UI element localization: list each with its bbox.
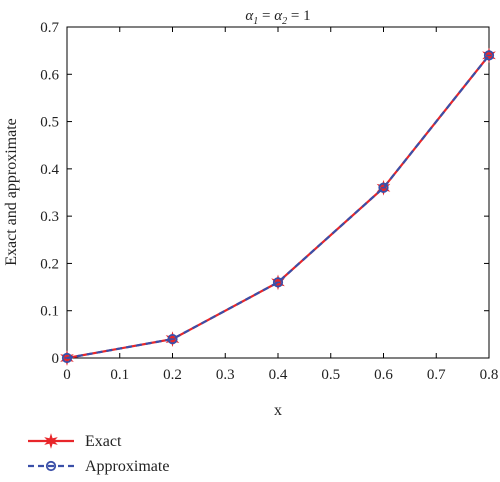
exact-point xyxy=(44,433,58,449)
x-tick-label: 0.2 xyxy=(163,367,182,383)
series-line-approximate xyxy=(66,54,490,360)
x-tick-label: 0.1 xyxy=(110,367,129,383)
x-tick-label: 0.6 xyxy=(374,367,393,383)
legend-item-exact: Exact xyxy=(28,433,122,450)
series-approximate xyxy=(61,50,495,364)
series-line-exact xyxy=(66,54,490,360)
x-tick-label: 0.7 xyxy=(427,367,446,383)
series-exact xyxy=(60,47,496,366)
x-tick-label: 0 xyxy=(63,367,71,383)
approximate-point xyxy=(378,182,389,193)
legend-label: Approximate xyxy=(85,458,169,475)
approximate-point xyxy=(167,333,178,345)
approximate-point xyxy=(45,460,57,472)
y-tick-label: 0.3 xyxy=(40,209,59,225)
y-tick-label: 0.1 xyxy=(40,304,59,320)
y-tick-label: 0.5 xyxy=(40,115,59,131)
y-tick-label: 0.7 xyxy=(40,20,59,36)
y-tick-label: 0 xyxy=(52,351,60,367)
x-axis-ticks: 0 0.1 0.2 0.3 0.4 0.5 0.6 0.7 0.8 xyxy=(63,27,498,383)
y-axis-label: Exact and approximate xyxy=(3,118,20,266)
y-tick-label: 0.2 xyxy=(40,256,59,272)
legend-item-approximate: Approximate xyxy=(28,458,169,475)
plot-area xyxy=(66,26,490,359)
legend-label: Exact xyxy=(85,433,122,450)
y-tick-label: 0.6 xyxy=(40,67,59,83)
x-tick-label: 0.4 xyxy=(269,367,288,383)
approximate-point xyxy=(272,277,284,288)
approximate-point xyxy=(61,352,73,364)
legend: Exact Approximate xyxy=(28,433,169,475)
x-tick-label: 0.5 xyxy=(321,367,340,383)
y-axis-ticks: 0 0.1 0.2 0.3 0.4 0.5 0.6 0.7 xyxy=(40,20,489,367)
chart-title: α1 = α2 = 1 xyxy=(245,8,310,27)
x-tick-label: 0.8 xyxy=(480,367,499,383)
series-layer xyxy=(60,47,496,366)
approximate-point xyxy=(483,50,495,61)
x-axis-label: x xyxy=(274,402,282,419)
x-tick-label: 0.3 xyxy=(216,367,235,383)
y-tick-label: 0.4 xyxy=(40,162,59,178)
